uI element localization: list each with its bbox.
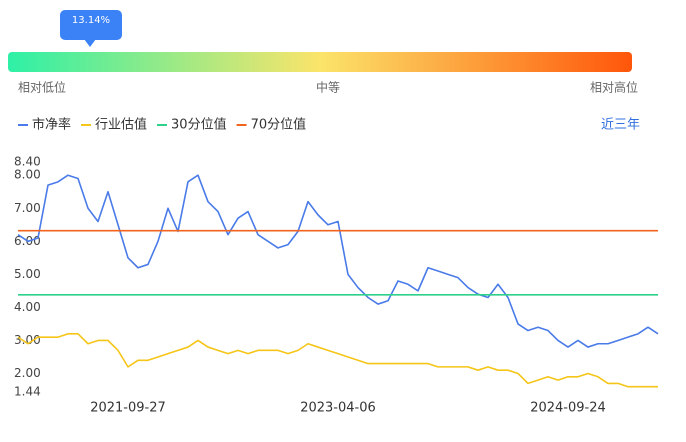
tooltip-label: 13.14% (72, 15, 110, 26)
y-tick-label: 8.00 (14, 168, 41, 182)
y-tick-label: 5.00 (14, 267, 41, 281)
legend-label: 30分位值 (171, 117, 227, 133)
y-tick-label: 7.00 (14, 201, 41, 215)
y-tick-label: 4.00 (14, 300, 41, 314)
y-tick-label: 1.44 (14, 385, 41, 399)
mid-label: 中等 (316, 80, 340, 95)
y-tick-label: 8.40 (14, 155, 41, 169)
tooltip (59, 10, 122, 40)
x-tick-label: 2023-04-06 (300, 401, 376, 416)
low-label: 相对低位 (18, 80, 66, 95)
legend-label: 行业估值 (95, 117, 147, 133)
legend-label: 70分位值 (251, 117, 307, 133)
x-tick-label: 2024-09-24 (530, 401, 606, 416)
legend-label: 市净率 (32, 117, 71, 133)
high-label: 相对高位 (590, 80, 638, 95)
y-tick-label: 3.00 (14, 333, 41, 347)
series-line (17, 333, 658, 388)
series-line (17, 174, 659, 348)
percentile-bar (8, 52, 632, 72)
period-button[interactable]: 近三年 (601, 118, 640, 133)
x-tick-label: 2021-09-27 (90, 401, 166, 416)
y-tick-label: 2.00 (14, 366, 41, 380)
tooltip-pointer (83, 39, 96, 47)
